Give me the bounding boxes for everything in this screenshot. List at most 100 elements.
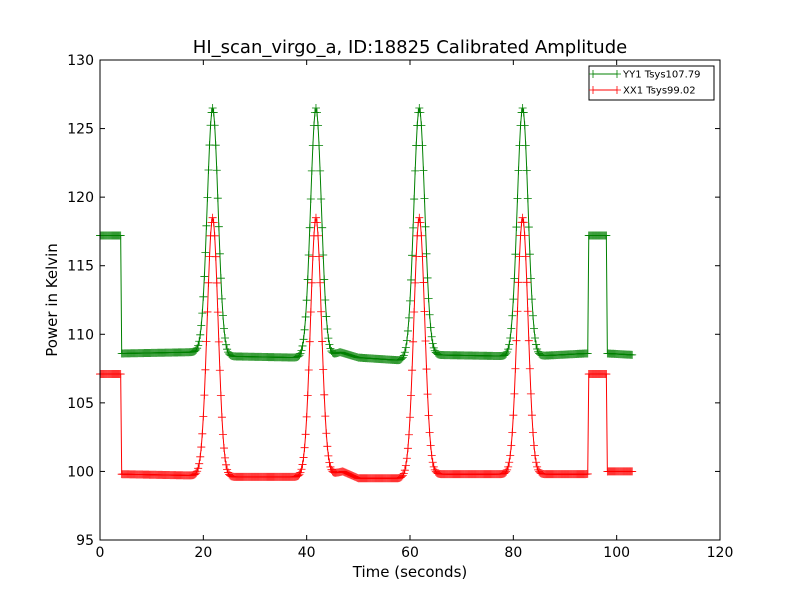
data-point — [514, 278, 523, 287]
data-point — [406, 296, 414, 305]
data-point — [502, 467, 511, 476]
data-point — [293, 472, 302, 481]
data-point — [321, 296, 330, 305]
data-point — [347, 471, 356, 480]
data-point — [302, 296, 311, 305]
data-point — [315, 141, 324, 150]
series-markers — [96, 104, 637, 365]
data-point — [524, 336, 533, 345]
data-point — [316, 166, 325, 175]
chart-title: HI_scan_virgo_a, ID:18825 Calibrated Amp… — [193, 37, 627, 58]
y-tick-label: 115 — [67, 259, 94, 275]
data-point — [427, 451, 436, 460]
x-tick-label: 20 — [194, 545, 212, 561]
y-tick-label: 95 — [76, 533, 94, 549]
data-point — [344, 469, 352, 478]
data-point — [211, 141, 220, 150]
data-point — [212, 166, 221, 175]
series-layer — [96, 104, 637, 483]
data-point — [527, 411, 536, 420]
data-point — [192, 345, 201, 354]
data-point — [509, 411, 518, 420]
data-point — [307, 278, 316, 287]
data-point — [220, 444, 228, 453]
data-point — [222, 340, 231, 349]
data-point — [324, 451, 333, 460]
data-point — [583, 469, 592, 478]
data-point — [221, 453, 230, 462]
data-point — [397, 472, 406, 481]
data-point — [320, 390, 329, 399]
y-tick-label: 110 — [67, 327, 94, 343]
data-point — [602, 370, 611, 379]
data-point — [396, 473, 405, 482]
data-point — [218, 311, 227, 320]
data-point — [313, 108, 321, 117]
data-point — [520, 231, 529, 240]
data-point — [528, 428, 537, 437]
data-point — [420, 307, 429, 316]
data-point — [402, 336, 411, 345]
data-point — [353, 473, 362, 482]
data-point — [215, 366, 224, 375]
data-point — [306, 307, 315, 316]
data-point — [407, 391, 416, 400]
data-point — [217, 294, 226, 303]
data-point — [532, 340, 541, 349]
data-point — [531, 333, 540, 342]
data-point — [535, 467, 544, 476]
data-point — [305, 337, 314, 346]
data-point — [199, 292, 208, 301]
data-point — [411, 166, 420, 175]
data-point — [200, 272, 209, 281]
x-tick-label: 120 — [707, 545, 734, 561]
data-point — [404, 430, 413, 439]
data-point — [512, 223, 521, 232]
data-point — [345, 470, 354, 479]
data-point — [217, 413, 226, 422]
data-point — [402, 454, 411, 463]
data-point — [509, 295, 518, 304]
data-point — [513, 307, 522, 316]
data-point — [518, 213, 527, 222]
data-point — [194, 341, 203, 350]
data-point — [519, 218, 528, 227]
data-point — [409, 223, 418, 232]
data-point — [225, 470, 234, 479]
data-point — [500, 351, 509, 360]
data-point — [346, 470, 355, 479]
data-point — [406, 413, 414, 422]
data-point — [432, 349, 441, 358]
data-point — [519, 108, 528, 117]
data-point — [218, 430, 227, 439]
data-point — [521, 252, 530, 261]
data-point — [299, 453, 308, 462]
data-point — [431, 467, 440, 476]
data-point — [526, 274, 535, 283]
data-point — [628, 467, 637, 476]
data-point — [428, 458, 437, 467]
data-point — [195, 337, 204, 346]
data-point — [530, 441, 538, 450]
y-axis-label: Power in Kelvin — [43, 243, 61, 357]
data-point — [531, 451, 540, 460]
data-point — [194, 464, 203, 473]
legend-label: XX1 Tsys99.02 — [623, 86, 696, 97]
data-point — [507, 441, 516, 450]
data-point — [209, 218, 218, 227]
data-point — [399, 351, 408, 360]
data-point — [398, 353, 407, 362]
data-point — [532, 458, 541, 467]
data-point — [506, 334, 515, 343]
data-point — [403, 444, 412, 453]
data-point — [400, 348, 409, 357]
data-point — [399, 469, 408, 478]
data-point — [304, 366, 313, 374]
data-point — [317, 307, 326, 316]
data-point — [203, 307, 212, 316]
data-point — [525, 364, 534, 373]
data-point — [198, 309, 207, 318]
y-tick-label: 125 — [67, 122, 94, 138]
legend-marker — [613, 70, 621, 78]
x-axis-label: Time (seconds) — [352, 563, 468, 581]
